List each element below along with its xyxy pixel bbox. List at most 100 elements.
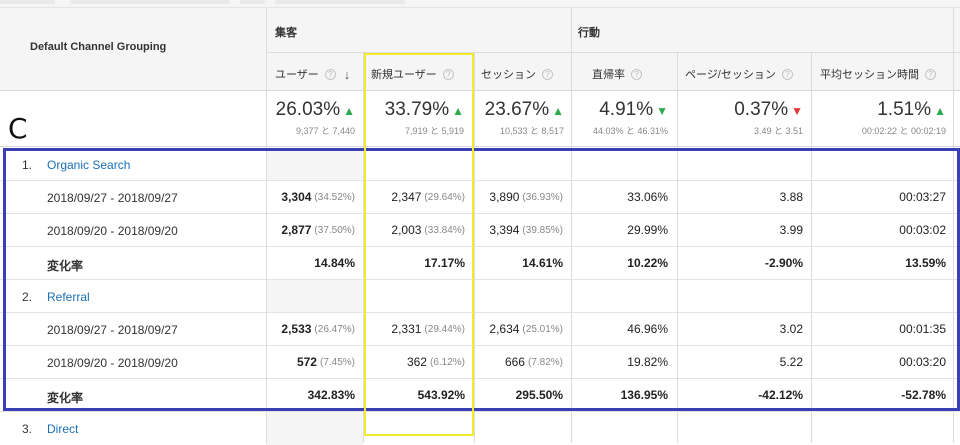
- col-header-label: 平均セッション時間: [820, 69, 919, 81]
- table-row: 2018/09/27 - 2018/09/27 2,533 (26.47%) 2,…: [0, 313, 960, 346]
- cell-avg-session-duration: -52.78%: [901, 388, 946, 402]
- column-divider: [953, 8, 954, 443]
- cell-avg-session-duration: 00:03:02: [899, 223, 946, 237]
- value: 666: [504, 355, 525, 369]
- table-header: Default Channel Grouping 集客 行動 ユーザー ? ↓ …: [0, 8, 960, 91]
- top-strip: [0, 0, 960, 8]
- summary-compare: 00:02:22 と 00:02:19: [861, 126, 946, 136]
- channel-link-organic-search[interactable]: Organic Search: [47, 158, 131, 172]
- row-shade: [266, 148, 363, 180]
- cell-sessions: 2,634 (25.01%): [474, 313, 563, 345]
- cell-avg-session-duration: 00:03:27: [899, 190, 946, 204]
- change-rate-row: 変化率 342.83% 543.92% 295.50% 136.95% -42.…: [0, 379, 960, 412]
- channel-link-referral[interactable]: Referral: [47, 290, 90, 304]
- summary-compare: 44.03% と 46.31%: [592, 126, 668, 136]
- arrow-up-icon: ▲: [343, 104, 355, 118]
- cell-pages-per-session: -2.90%: [764, 256, 803, 270]
- cell-pages-per-session: 3.99: [779, 223, 803, 237]
- row-shade: [266, 280, 363, 312]
- arrow-up-icon: ▲: [552, 104, 564, 118]
- help-icon[interactable]: ?: [442, 68, 454, 80]
- summary-new-users: 33.79% ▲ 7,919 と 5,919: [385, 99, 464, 137]
- share: (26.47%): [314, 323, 355, 335]
- value: 362: [406, 355, 427, 369]
- column-divider: [363, 53, 364, 443]
- summary-avg-session-duration: 1.51% ▲ 00:02:22 と 00:02:19: [862, 99, 946, 137]
- cell-bounce-rate: 33.06%: [627, 190, 668, 204]
- col-header-bounce-rate[interactable]: 直帰率 ?: [592, 66, 642, 82]
- share: (25.01%): [522, 323, 563, 335]
- col-header-sessions[interactable]: セッション ?: [481, 66, 553, 82]
- summary-pages-per-session: 0.37% ▼ 3.49 と 3.51: [734, 99, 803, 137]
- highlight-box-blue: [3, 148, 960, 411]
- top-strip-segment: [70, 0, 230, 4]
- date-range-label: 2018/09/27 - 2018/09/27: [47, 323, 178, 337]
- change-rate-row: 変化率 14.84% 17.17% 14.61% 10.22% -2.90% 1…: [0, 247, 960, 280]
- sort-desc-icon[interactable]: ↓: [343, 66, 351, 82]
- cell-new-users: 2,331 (29.44%): [363, 313, 465, 345]
- cell-users: 3,304 (34.52%): [266, 181, 355, 213]
- share: (36.93%): [522, 191, 563, 203]
- share: (29.64%): [424, 191, 465, 203]
- summary-row: [0, 92, 960, 147]
- column-divider: [571, 8, 572, 443]
- value: 3,394: [489, 223, 520, 237]
- arrow-down-red-icon: ▼: [791, 104, 803, 118]
- cell-users: 14.84%: [314, 256, 355, 270]
- value: 572: [296, 355, 317, 369]
- arrow-up-icon: ▲: [452, 104, 464, 118]
- col-header-label: ページ/セッション: [685, 69, 776, 81]
- share: (39.85%): [522, 224, 563, 236]
- date-range-label: 2018/09/20 - 2018/09/20: [47, 224, 178, 238]
- help-icon[interactable]: ?: [542, 68, 553, 80]
- cell-pages-per-session: 3.02: [779, 322, 803, 336]
- top-strip-segment: [240, 0, 265, 4]
- table-row: 2018/09/27 - 2018/09/27 3,304 (34.52%) 2,…: [0, 181, 960, 214]
- cell-bounce-rate: 46.96%: [627, 322, 668, 336]
- category-row-organic-search: 1. Organic Search: [0, 148, 960, 181]
- share: (7.45%): [319, 356, 355, 368]
- summary-compare: 7,919 と 5,919: [404, 126, 464, 136]
- cell-users: 342.83%: [307, 388, 355, 402]
- cell-pages-per-session: -42.12%: [758, 388, 803, 402]
- cell-bounce-rate: 136.95%: [620, 388, 668, 402]
- col-header-avg-session-duration[interactable]: 平均セッション時間 ?: [820, 66, 936, 82]
- cell-bounce-rate: 29.99%: [627, 223, 668, 237]
- value: 2,331: [391, 322, 422, 336]
- channel-link-direct[interactable]: Direct: [47, 422, 79, 436]
- summary-value: 1.51%: [877, 99, 932, 120]
- share: (33.84%): [424, 224, 465, 236]
- group-header-behavior: 行動: [578, 27, 600, 39]
- category-row-direct: 3. Direct: [0, 412, 960, 445]
- summary-compare: 3.49 と 3.51: [753, 126, 803, 136]
- top-strip-segment: [275, 0, 405, 4]
- cell-users: 2,533 (26.47%): [266, 313, 355, 345]
- help-icon[interactable]: ?: [324, 68, 336, 80]
- col-header-new-users[interactable]: 新規ユーザー ?: [371, 66, 454, 82]
- date-range-label: 2018/09/20 - 2018/09/20: [47, 356, 178, 370]
- summary-sessions: 23.67% ▲ 10,533 と 8,517: [485, 99, 564, 137]
- cell-pages-per-session: 3.88: [779, 190, 803, 204]
- col-header-users[interactable]: ユーザー ? ↓: [275, 66, 350, 82]
- cell-avg-session-duration: 13.59%: [905, 256, 946, 270]
- cell-sessions: 3,394 (39.85%): [474, 214, 563, 246]
- dimension-header[interactable]: Default Channel Grouping: [30, 41, 167, 53]
- help-icon[interactable]: ?: [631, 68, 642, 80]
- share: (7.82%): [527, 356, 563, 368]
- value: 2,533: [281, 322, 312, 336]
- help-icon[interactable]: ?: [781, 68, 793, 80]
- cell-pages-per-session: 5.22: [779, 355, 803, 369]
- value: 2,347: [391, 190, 422, 204]
- arrow-down-green-icon: ▼: [656, 104, 668, 118]
- summary-value: 0.37%: [734, 99, 789, 120]
- group-divider: [266, 52, 960, 53]
- col-header-pages-per-session[interactable]: ページ/セッション ?: [685, 66, 793, 82]
- value: 2,634: [489, 322, 520, 336]
- share: (34.52%): [314, 191, 355, 203]
- share: (6.12%): [429, 356, 465, 368]
- cell-sessions: 295.50%: [515, 388, 563, 402]
- cell-users: 2,877 (37.50%): [266, 214, 355, 246]
- help-icon[interactable]: ?: [925, 68, 936, 80]
- cell-new-users: 362 (6.12%): [363, 346, 465, 378]
- cell-sessions: 14.61%: [522, 256, 563, 270]
